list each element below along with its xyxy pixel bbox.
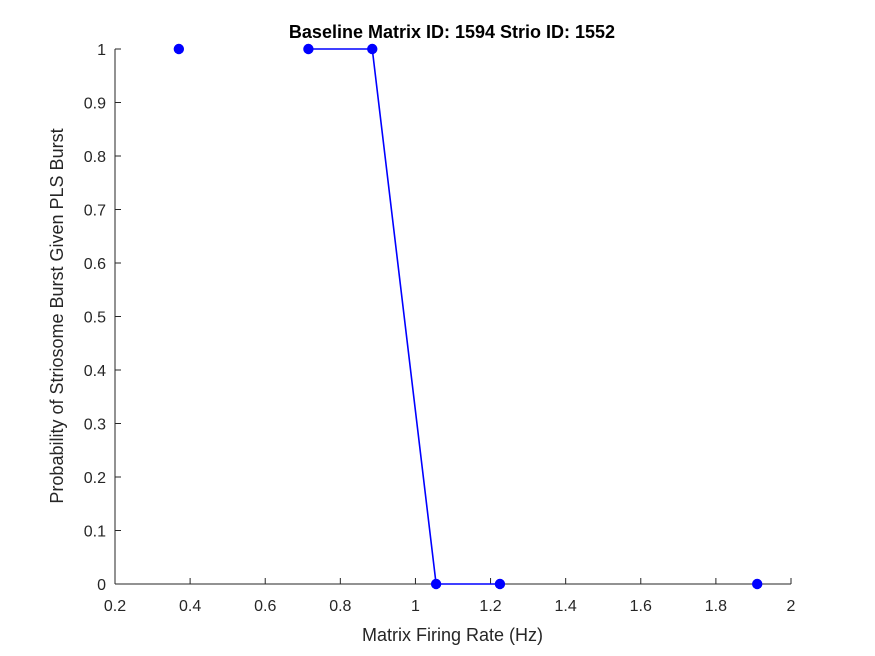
x-tick-label: 1.8 bbox=[705, 598, 727, 615]
x-tick-label: 1.4 bbox=[555, 598, 577, 615]
x-axis-label: Matrix Firing Rate (Hz) bbox=[362, 625, 543, 645]
y-tick-label: 0.8 bbox=[84, 149, 106, 166]
x-tick-label: 0.4 bbox=[179, 598, 201, 615]
y-axis-ticks: 0 0.1 0.2 0.3 0.4 0.5 0.6 0.7 0.8 0.9 1 bbox=[84, 42, 121, 594]
y-tick-label: 0.2 bbox=[84, 470, 106, 487]
data-point bbox=[303, 43, 314, 55]
series-line bbox=[308, 48, 500, 585]
x-axis-ticks: 0.2 0.4 0.6 0.8 1 1.2 1.4 1.6 1.8 2 bbox=[104, 578, 796, 615]
series-group bbox=[173, 43, 763, 590]
y-tick-label: 0.1 bbox=[84, 524, 106, 541]
data-point bbox=[367, 43, 378, 55]
x-tick-label: 0.6 bbox=[254, 598, 276, 615]
data-point bbox=[430, 578, 442, 590]
data-point bbox=[173, 43, 185, 55]
chart-title: Baseline Matrix ID: 1594 Strio ID: 1552 bbox=[289, 22, 615, 42]
y-tick-label: 0.3 bbox=[84, 417, 106, 434]
x-tick-label: 0.8 bbox=[329, 598, 351, 615]
x-tick-label: 1 bbox=[411, 598, 420, 615]
y-tick-label: 0.9 bbox=[84, 96, 106, 113]
y-tick-label: 0 bbox=[97, 577, 106, 594]
y-tick-label: 0.4 bbox=[84, 363, 106, 380]
x-tick-label: 0.2 bbox=[104, 598, 126, 615]
y-tick-label: 1 bbox=[97, 42, 106, 59]
x-tick-label: 1.6 bbox=[630, 598, 652, 615]
y-tick-label: 0.6 bbox=[84, 256, 106, 273]
x-tick-label: 2 bbox=[787, 598, 796, 615]
data-point bbox=[494, 578, 506, 590]
y-tick-label: 0.7 bbox=[84, 203, 106, 220]
data-point bbox=[752, 578, 763, 590]
y-axis-label: Probability of Striosome Burst Given PLS… bbox=[47, 128, 67, 503]
x-tick-label: 1.2 bbox=[479, 598, 501, 615]
y-tick-label: 0.5 bbox=[84, 310, 106, 327]
